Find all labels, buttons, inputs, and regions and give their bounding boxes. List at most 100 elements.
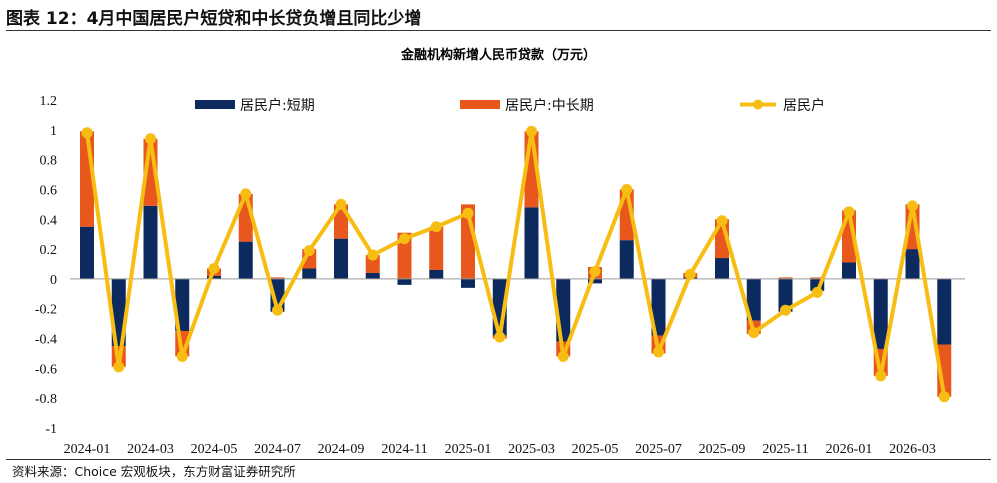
bar-long <box>778 277 793 279</box>
bar-short <box>810 278 825 291</box>
point-total <box>208 262 220 274</box>
bar-long <box>365 255 380 273</box>
bar-short <box>905 249 920 279</box>
bar-short <box>588 278 602 284</box>
point-total <box>589 265 601 277</box>
x-tick-label: 2024-01 <box>64 442 111 457</box>
x-tick-label: 2024-07 <box>254 442 301 457</box>
x-tick-label: 2025-03 <box>508 442 555 457</box>
bar-short <box>842 262 856 279</box>
bar-short <box>365 272 380 279</box>
x-tick-label: 2024-05 <box>191 442 238 457</box>
point-total <box>303 245 315 257</box>
bar-short <box>619 240 634 279</box>
point-total <box>907 200 918 212</box>
point-total <box>176 350 188 362</box>
bar-short <box>429 269 444 279</box>
bar-short <box>651 278 666 336</box>
y-tick-label: -0.6 <box>35 362 57 377</box>
x-tick-label: 2024-11 <box>381 442 427 457</box>
bar-long <box>810 277 825 279</box>
point-total <box>557 350 569 362</box>
x-tick-label: 2025-09 <box>699 442 746 457</box>
legend-label-long: 居民户:中长期 <box>505 97 594 114</box>
point-total <box>684 268 696 280</box>
top-rule <box>6 30 991 31</box>
x-tick-label: 2024-09 <box>318 442 365 457</box>
x-axis-ticks: 2024-01 2024-03 2024-05 2024-07 2024-09 2024-… <box>64 442 936 457</box>
x-tick-label: 2026-01 <box>826 442 873 457</box>
bar-short <box>334 238 348 279</box>
bar-short <box>873 278 888 349</box>
y-tick-label: 0.6 <box>40 183 58 198</box>
point-total <box>621 183 633 195</box>
y-tick-label: -0.8 <box>35 392 57 407</box>
point-total <box>780 304 791 316</box>
bar-short <box>238 241 253 279</box>
point-total <box>399 233 410 245</box>
line-layer <box>81 125 950 403</box>
bar-short <box>302 268 317 279</box>
legend-swatch-total-marker <box>753 99 763 110</box>
bar-short <box>207 275 221 279</box>
bar-long <box>270 277 285 279</box>
point-total <box>748 327 760 339</box>
point-total <box>430 221 442 233</box>
bar-short <box>175 278 190 332</box>
bar-short <box>143 205 158 279</box>
point-total <box>526 125 537 137</box>
x-tick-label: 2025-01 <box>445 442 492 457</box>
bottom-rule <box>6 459 991 460</box>
legend-swatch-short <box>195 100 235 109</box>
point-total <box>145 133 156 145</box>
y-tick-label: -0.2 <box>35 303 57 318</box>
point-total <box>653 346 664 358</box>
bar-short <box>937 278 952 345</box>
point-total <box>81 127 93 139</box>
point-total <box>494 331 506 343</box>
series-line-total <box>85 129 947 398</box>
x-tick-label: 2025-11 <box>762 442 808 457</box>
y-axis-ticks: 1.2 1 0.8 0.6 0.4 0.2 0 -0.2 -0.4 -0.6 -0.8 -1 <box>35 94 57 437</box>
legend-label-short: 居民户:短期 <box>240 97 315 114</box>
source-note: 资料来源：Choice 宏观板块，东方财富证券研究所 <box>12 464 296 479</box>
bar-long <box>429 226 444 270</box>
y-tick-label: 0.2 <box>40 243 58 258</box>
x-tick-label: 2024-03 <box>127 442 174 457</box>
x-tick-label: 2025-05 <box>572 442 619 457</box>
bar-short <box>461 278 475 288</box>
point-total <box>335 198 347 210</box>
y-tick-label: 1 <box>50 124 57 139</box>
bar-long <box>397 232 412 279</box>
bar-short <box>80 226 94 279</box>
y-tick-label: 0 <box>50 273 57 288</box>
point-total <box>875 370 887 382</box>
point-total <box>272 304 283 316</box>
y-tick-label: 0.8 <box>40 154 58 169</box>
point-total <box>240 188 252 200</box>
point-total <box>462 207 474 219</box>
bar-layer <box>80 131 952 397</box>
bar-short <box>778 278 793 312</box>
y-tick-label: 1.2 <box>40 94 58 109</box>
point-total <box>811 286 823 298</box>
bar-short <box>524 207 539 279</box>
y-tick-label: -1 <box>45 422 57 437</box>
point-total <box>843 206 855 218</box>
point-total <box>113 361 125 373</box>
x-tick-label: 2025-07 <box>635 442 682 457</box>
bar-short <box>715 258 729 279</box>
legend: 居民户:短期 居民户:中长期 居民户 <box>195 97 825 114</box>
bar-short <box>746 278 761 321</box>
legend-label-total: 居民户 <box>783 97 825 114</box>
y-tick-label: -0.4 <box>35 333 57 348</box>
chart-title: 金融机构新增人民币贷款（万元） <box>400 48 596 63</box>
bar-short <box>397 278 412 285</box>
point-total <box>716 215 728 227</box>
x-tick-label: 2026-03 <box>889 442 936 457</box>
y-tick-label: 0.4 <box>40 213 58 228</box>
legend-swatch-long <box>460 100 500 109</box>
figure-title: 图表 12：4月中国居民户短贷和中长贷负增且同比少增 <box>6 9 422 29</box>
point-total <box>938 391 950 403</box>
